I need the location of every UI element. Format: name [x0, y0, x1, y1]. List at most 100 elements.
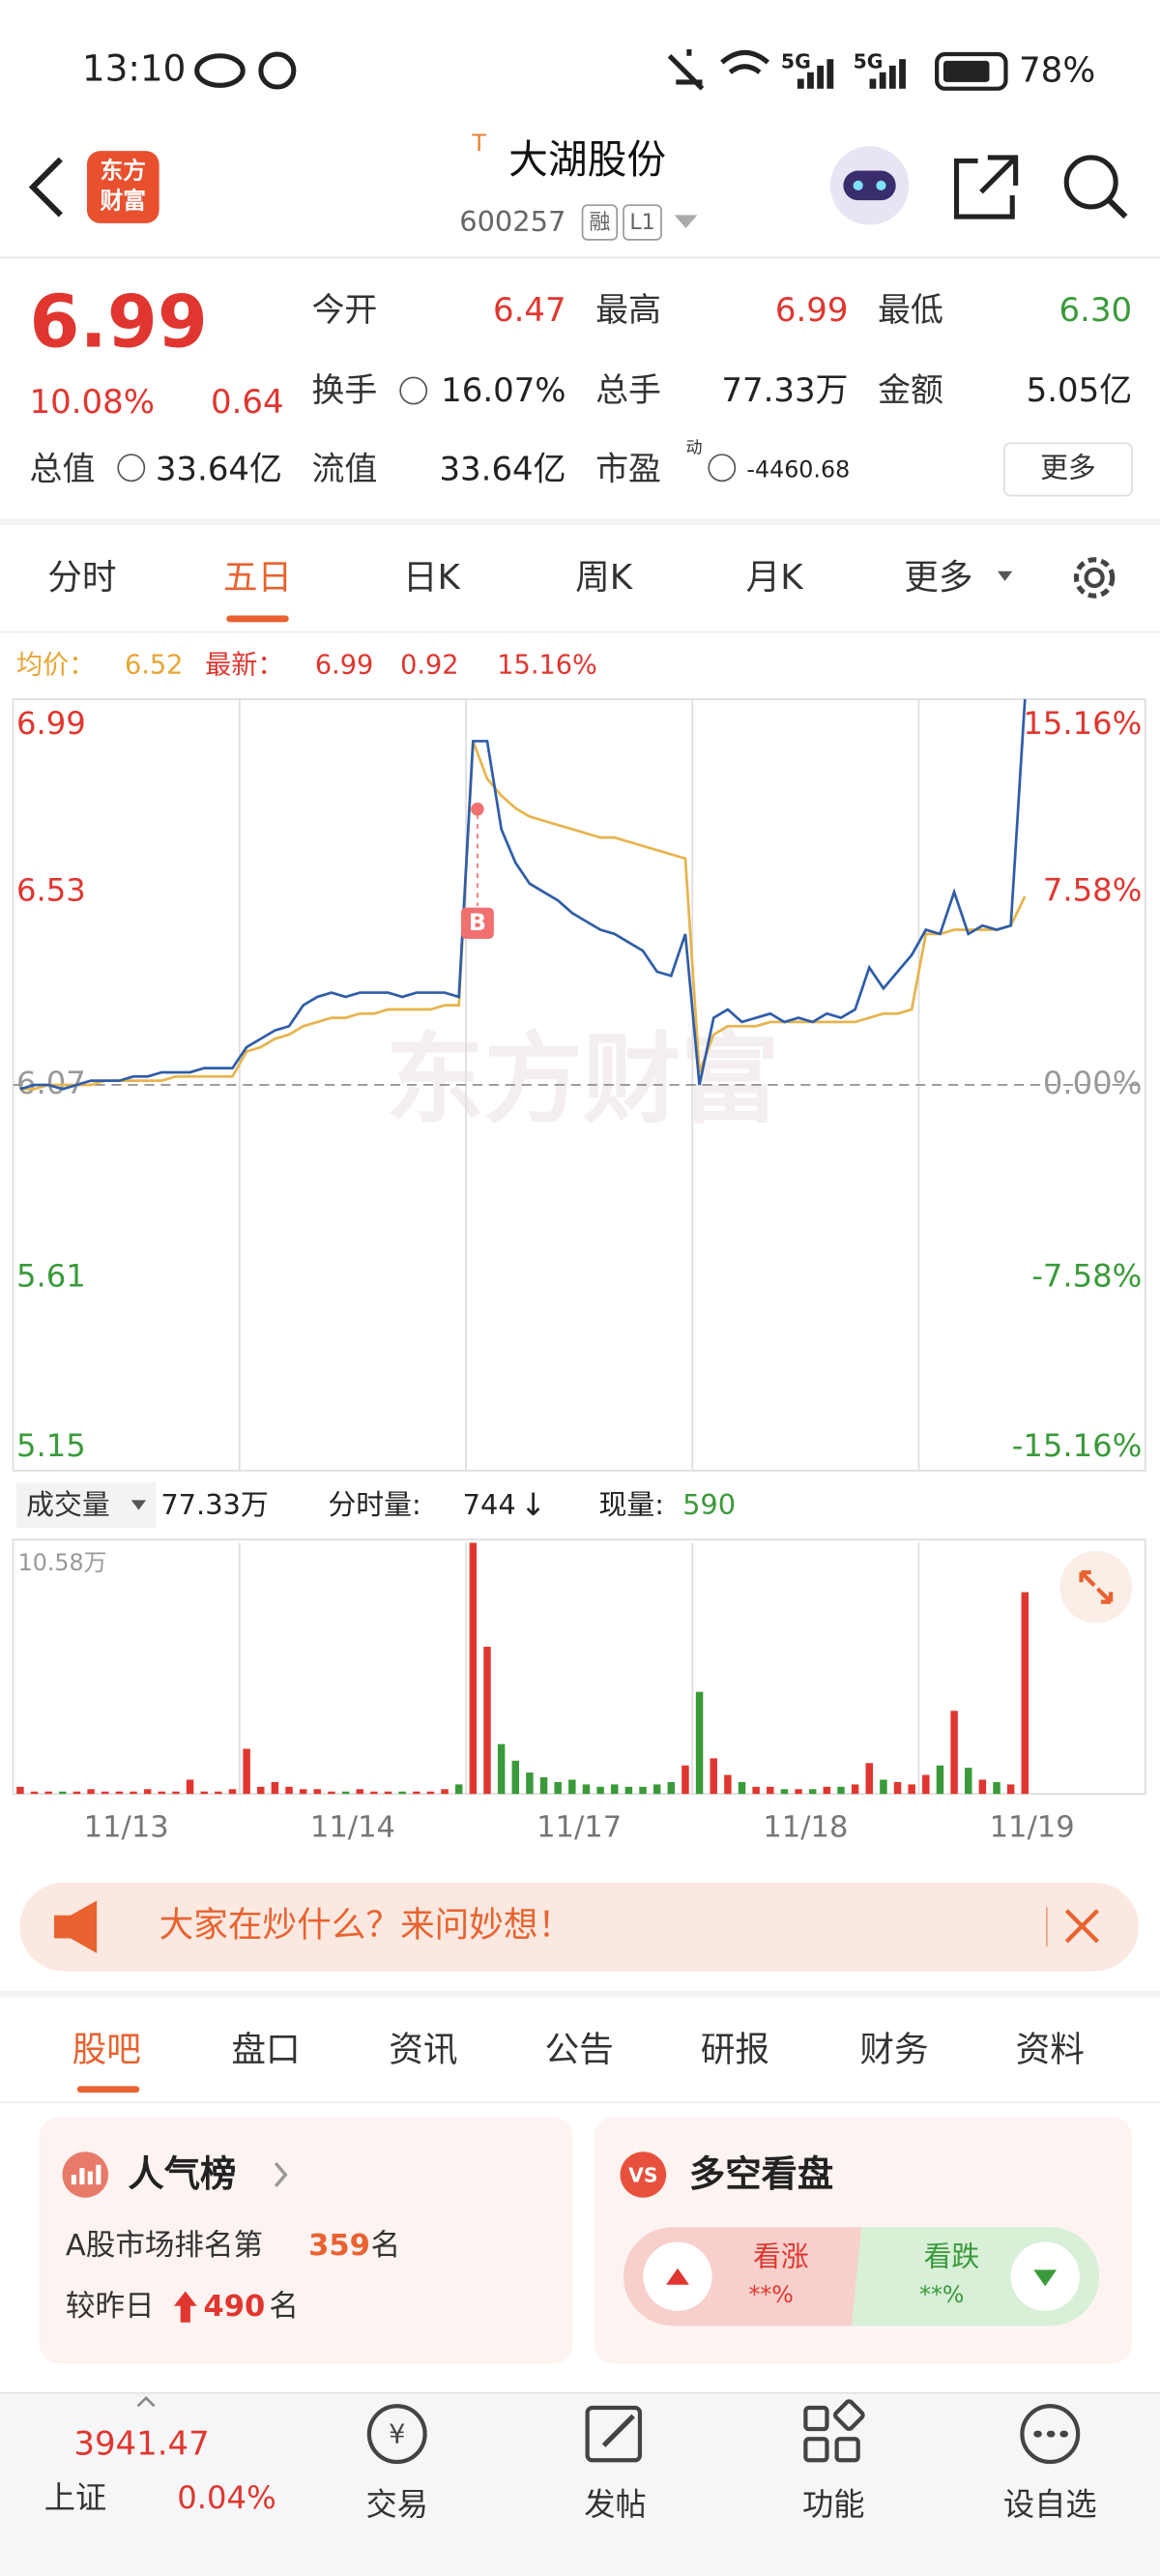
trade-icon[interactable] [366, 2404, 427, 2465]
chart-legend: 均价： 6.52 最新： 6.99 0.92 15.16% [16, 651, 597, 681]
y-tick-label: 6.53 [16, 872, 86, 909]
volume-bar [172, 1791, 180, 1795]
banner-text: 大家在炒什么？来问妙想！ [160, 1906, 572, 1946]
watermark: 东方财富 [386, 1022, 779, 1137]
volume-bar [215, 1791, 222, 1795]
tab-indicator [226, 615, 289, 623]
up-arrow [173, 2291, 197, 2323]
field-value: 33.64亿 [439, 451, 566, 489]
volume-bar [271, 1781, 279, 1795]
divider [0, 1990, 1160, 1998]
tab-active[interactable]: 五日 [223, 558, 292, 598]
volume-bar [299, 1789, 307, 1795]
search-button[interactable] [1063, 155, 1118, 210]
popularity-card[interactable]: 人气榜 A股市场排名第 359 名 较昨日 490 名 [39, 2117, 573, 2364]
logo[interactable] [86, 151, 160, 223]
tab[interactable]: 资料 [1016, 2031, 1085, 2070]
nav-label[interactable]: 交易 [366, 2486, 428, 2523]
volume-bar [228, 1789, 237, 1795]
buy-marker[interactable] [460, 907, 494, 939]
rank-value: 359 [308, 2229, 370, 2263]
legend-value: 6.99 [315, 651, 373, 681]
y2-tick-label: 7.58% [1043, 872, 1142, 909]
volume-bar [767, 1786, 774, 1795]
volume-bar [526, 1772, 534, 1795]
settings-button[interactable] [1073, 557, 1116, 599]
info-icon[interactable] [117, 454, 146, 483]
level-tag: L1 [629, 211, 654, 235]
volume-bar [865, 1763, 873, 1795]
currency-glyph: ¥ [389, 2419, 405, 2449]
indicator-name: 成交量 [26, 1488, 110, 1521]
features-icon[interactable] [803, 2399, 865, 2463]
buy-point [471, 803, 484, 816]
tab[interactable]: 月K [746, 558, 805, 598]
volume-bar [611, 1784, 619, 1795]
volume-bar [908, 1784, 915, 1795]
info-icon[interactable] [399, 376, 428, 405]
volume-bar [780, 1789, 789, 1795]
indicator-selector[interactable] [15, 1481, 157, 1529]
tick-direction: ↓ [520, 1486, 546, 1523]
tab[interactable]: 日K [403, 558, 462, 598]
tab[interactable]: 分时 [47, 558, 116, 598]
dropdown-arrow[interactable] [674, 215, 698, 228]
volume-bar [413, 1791, 420, 1795]
more-button[interactable] [1002, 442, 1133, 497]
nav-label[interactable]: 功能 [802, 2486, 864, 2523]
volume-bar [243, 1748, 250, 1795]
battery-icon [935, 51, 1008, 91]
legend-value: 6.52 [125, 651, 183, 681]
close-banner[interactable] [1064, 1909, 1100, 1944]
ask-banner[interactable] [19, 1882, 1139, 1972]
volume-bar [808, 1789, 817, 1795]
volume-bar [200, 1791, 208, 1795]
quote-panel: 6.99 10.08% 0.64 今开 6.47 最高 6.99 最低 6.30… [30, 279, 1133, 497]
volume-bar [115, 1791, 124, 1795]
tab[interactable]: 资讯 [389, 2031, 457, 2070]
field-value: 6.30 [1059, 291, 1133, 330]
logo-text: 财富 [101, 187, 147, 214]
volume-bar [851, 1784, 859, 1795]
tab[interactable]: 研报 [701, 2031, 769, 2070]
tab-active[interactable]: 股吧 [72, 2031, 141, 2070]
back-button[interactable] [28, 157, 63, 218]
index-name[interactable]: 上证 [44, 2479, 106, 2516]
volume-bar [16, 1786, 24, 1795]
legend-name: 均价： [16, 651, 95, 681]
change-amount: 0.64 [211, 383, 284, 422]
tab[interactable]: 盘口 [231, 2031, 300, 2070]
share-button[interactable] [953, 155, 1019, 220]
delta-prefix: 较昨日 [66, 2290, 155, 2324]
index-value[interactable]: 3941.47 [73, 2425, 209, 2464]
volume-bar [1006, 1784, 1015, 1795]
expand-index[interactable] [136, 2396, 156, 2408]
watchlist-icon[interactable] [1020, 2404, 1081, 2465]
post-icon[interactable] [585, 2405, 643, 2463]
volume-bar [893, 1781, 902, 1795]
y-tick-label: 6.99 [16, 705, 86, 742]
nav-label[interactable]: 发帖 [584, 2486, 646, 2523]
volume-bar [1021, 1592, 1030, 1795]
expand-button[interactable] [1059, 1550, 1133, 1624]
tab[interactable]: 财务 [859, 2031, 928, 2070]
legend-name: 最新： [205, 651, 283, 681]
index-change[interactable]: 0.04% [177, 2479, 276, 2516]
volume-bar [639, 1786, 647, 1795]
y2-tick-label: -7.58% [1031, 1257, 1142, 1294]
volume-bar [738, 1781, 746, 1795]
volume-chart: 10.58万 [16, 1542, 1030, 1795]
info-icon[interactable] [708, 454, 737, 483]
more-button-label: 更多 [1040, 451, 1096, 483]
tab[interactable]: 周K [575, 558, 634, 598]
x-tick-label: 11/13 [84, 1810, 169, 1844]
tab[interactable]: 公告 [545, 2031, 614, 2070]
dropdown-arrow [997, 571, 1013, 581]
vs-card[interactable]: VS 多空看盘 看涨 **% 看跌 **% [594, 2117, 1133, 2364]
tab[interactable]: 更多 [904, 558, 972, 598]
pe-superscript: 动 [685, 438, 702, 457]
volume-bar [752, 1786, 760, 1795]
nav-label[interactable]: 设自选 [1003, 2486, 1097, 2523]
volume-bar [186, 1779, 194, 1795]
wifi-icon [720, 49, 769, 74]
